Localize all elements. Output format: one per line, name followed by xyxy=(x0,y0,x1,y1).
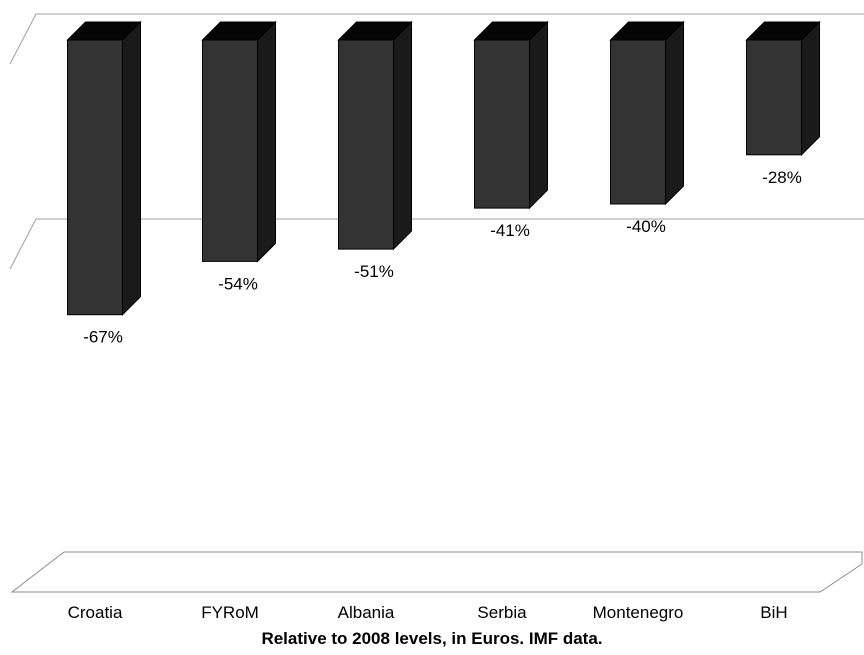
bar-bih xyxy=(745,20,821,157)
gridline xyxy=(9,13,864,65)
bar-side xyxy=(801,20,820,157)
tick-label: Albania xyxy=(338,603,395,622)
data-label: -28% xyxy=(762,168,802,187)
data-labels: -67% -54% -51% -41% -40% -28% xyxy=(83,168,802,347)
bar-side xyxy=(665,20,684,206)
x-axis-label: Relative to 2008 levels, in Euros. IMF d… xyxy=(261,629,602,648)
bar-front xyxy=(746,39,802,156)
data-label: -41% xyxy=(490,221,530,240)
bar-serbia xyxy=(473,20,549,210)
tick-label: FYRoM xyxy=(201,603,259,622)
bar-albania xyxy=(337,20,413,251)
bar-front xyxy=(338,39,394,250)
bar-croatia xyxy=(66,20,142,316)
data-label: -54% xyxy=(218,274,258,293)
bar-top xyxy=(337,21,413,41)
gridlines xyxy=(9,13,864,270)
bar-front xyxy=(67,39,123,316)
tick-label: BiH xyxy=(760,603,787,622)
bar-fyrom xyxy=(201,20,277,263)
bar-side xyxy=(529,20,548,210)
bar-top xyxy=(609,21,685,41)
bar-front xyxy=(474,39,530,209)
bar-side xyxy=(393,20,412,251)
bar-front xyxy=(202,39,258,262)
tick-label: Croatia xyxy=(68,603,123,622)
gridline xyxy=(9,218,864,270)
bar-side xyxy=(257,20,276,263)
data-label: -51% xyxy=(354,262,394,281)
bars xyxy=(66,20,821,316)
category-tick-labels: Croatia FYRoM Albania Serbia Montenegro BiH xyxy=(68,603,788,622)
bar-side xyxy=(122,20,141,316)
bar-top xyxy=(473,21,549,41)
bar-front xyxy=(610,39,666,205)
bar-top xyxy=(66,21,142,41)
data-label: -67% xyxy=(83,328,123,347)
data-label: -40% xyxy=(626,217,666,236)
floor-plane xyxy=(10,551,863,593)
tick-label: Montenegro xyxy=(593,603,684,622)
tick-label: Serbia xyxy=(477,603,527,622)
bar-top xyxy=(201,21,277,41)
chart-floor xyxy=(10,551,863,593)
bar-top xyxy=(745,21,821,41)
bar-montenegro xyxy=(609,20,685,206)
